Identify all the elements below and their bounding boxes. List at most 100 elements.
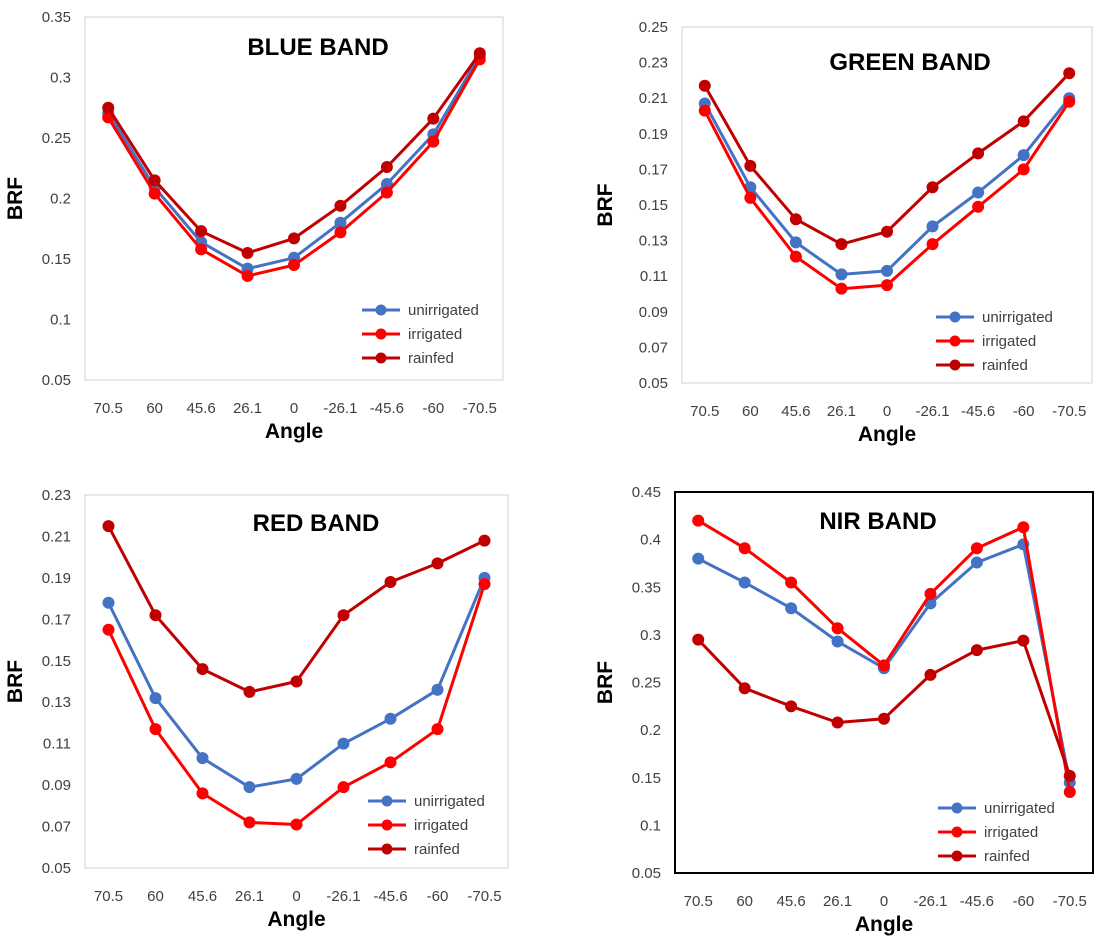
data-point-rainfed: [478, 534, 491, 547]
x-axis-label: Angle: [265, 420, 323, 443]
legend-label: irrigated: [408, 326, 462, 343]
y-tick-label: 0.45: [632, 484, 661, 501]
y-tick-label: 0.23: [42, 487, 71, 504]
y-tick-label: 0.21: [42, 528, 71, 545]
legend-marker-rainfed: [949, 359, 961, 371]
y-tick-label: 0.35: [42, 9, 71, 26]
y-tick-label: 0.3: [640, 627, 661, 644]
data-point-irrigated: [1017, 521, 1030, 534]
y-tick-label: 0.05: [42, 860, 71, 877]
data-point-irrigated: [835, 282, 848, 295]
y-tick-label: 0.13: [639, 233, 668, 250]
x-tick-label: 0: [292, 888, 300, 905]
x-tick-label: 45.6: [188, 888, 217, 905]
data-point-rainfed: [1017, 115, 1030, 128]
data-point-irrigated: [241, 269, 254, 282]
data-point-irrigated: [698, 104, 711, 117]
data-point-irrigated: [1017, 163, 1030, 176]
data-point-irrigated: [102, 623, 115, 636]
data-point-irrigated: [692, 514, 705, 527]
x-axis-label: Angle: [858, 423, 916, 446]
data-point-irrigated: [431, 723, 444, 736]
legend-marker-unirrigated: [375, 304, 387, 316]
plot-area-frame: [84, 16, 504, 381]
legend-label: rainfed: [982, 357, 1028, 374]
data-point-rainfed: [195, 225, 208, 238]
y-tick-label: 0.4: [640, 532, 661, 549]
x-tick-label: 70.5: [684, 893, 713, 910]
data-point-rainfed: [738, 682, 751, 695]
data-point-unirrigated: [102, 596, 115, 609]
data-point-unirrigated: [290, 772, 303, 785]
legend-label: unirrigated: [408, 302, 479, 319]
y-tick-label: 0.23: [639, 55, 668, 72]
data-point-irrigated: [831, 622, 844, 635]
data-point-unirrigated: [970, 556, 983, 569]
data-point-rainfed: [881, 225, 893, 238]
x-tick-label: 60: [146, 400, 163, 417]
legend-marker-irrigated: [381, 819, 393, 831]
y-tick-label: 0.15: [42, 251, 71, 268]
data-point-irrigated: [290, 818, 303, 831]
data-point-rainfed: [692, 633, 705, 646]
y-tick-label: 0.07: [639, 339, 668, 356]
series-line-unirrigated: [703, 97, 1071, 276]
x-tick-label: -26.1: [915, 403, 949, 420]
data-point-rainfed: [384, 576, 397, 589]
chart-title: RED BAND: [253, 510, 380, 537]
data-point-irrigated: [243, 816, 256, 829]
x-tick-label: 26.1: [823, 893, 852, 910]
data-point-unirrigated: [1017, 149, 1030, 162]
x-tick-label: -45.6: [960, 893, 994, 910]
data-point-irrigated: [195, 243, 208, 256]
data-point-unirrigated: [972, 186, 985, 199]
data-point-unirrigated: [380, 177, 393, 190]
x-tick-label: 45.6: [781, 403, 810, 420]
x-tick-label: 60: [742, 403, 759, 420]
data-point-unirrigated: [692, 552, 705, 565]
series-line-irrigated: [107, 583, 486, 826]
y-axis-label: BRF: [594, 661, 617, 704]
x-tick-label: -45.6: [370, 400, 404, 417]
data-point-irrigated: [478, 578, 491, 591]
y-axis-label: BRF: [4, 660, 27, 703]
data-point-irrigated: [789, 250, 802, 263]
legend-marker-rainfed: [375, 352, 387, 364]
chart-title: NIR BAND: [819, 508, 936, 535]
data-point-irrigated: [881, 279, 893, 292]
y-tick-label: 0.2: [50, 191, 71, 208]
data-point-rainfed: [835, 238, 848, 251]
x-tick-label: -45.6: [961, 403, 995, 420]
data-point-irrigated: [785, 576, 798, 589]
data-point-rainfed: [744, 159, 757, 172]
data-point-unirrigated: [881, 264, 893, 277]
legend-label: irrigated: [414, 817, 468, 834]
x-tick-label: 0: [880, 893, 888, 910]
data-point-unirrigated: [831, 635, 844, 648]
y-tick-label: 0.19: [42, 570, 71, 587]
x-tick-label: -60: [427, 888, 449, 905]
y-tick-label: 0.13: [42, 694, 71, 711]
data-point-rainfed: [243, 685, 256, 698]
chart-panel-4: 0.05 0.1 0.15 0.2 0.25 0.3 0.35 0.4 0.45 70.5 60 45…: [594, 484, 1094, 936]
data-point-rainfed: [831, 716, 844, 729]
data-point-irrigated: [1063, 786, 1076, 799]
legend-label: rainfed: [414, 841, 460, 858]
data-point-irrigated: [427, 135, 440, 148]
x-tick-label: 0: [290, 400, 298, 417]
data-point-unirrigated: [243, 781, 256, 794]
plot-area-frame: [84, 494, 509, 869]
x-tick-label: 60: [147, 888, 164, 905]
legend-marker-unirrigated: [381, 795, 393, 807]
series-line-rainfed: [107, 525, 486, 694]
y-tick-label: 0.09: [639, 304, 668, 321]
series-line-irrigated: [703, 100, 1071, 291]
data-point-irrigated: [384, 756, 397, 769]
data-point-unirrigated: [431, 683, 444, 696]
chart-title: GREEN BAND: [829, 49, 990, 76]
legend-label: unirrigated: [984, 800, 1055, 817]
x-tick-label: -45.6: [373, 888, 407, 905]
x-tick-label: -26.1: [913, 893, 947, 910]
legend-marker-unirrigated: [951, 802, 963, 814]
y-tick-label: 0.3: [50, 70, 71, 87]
